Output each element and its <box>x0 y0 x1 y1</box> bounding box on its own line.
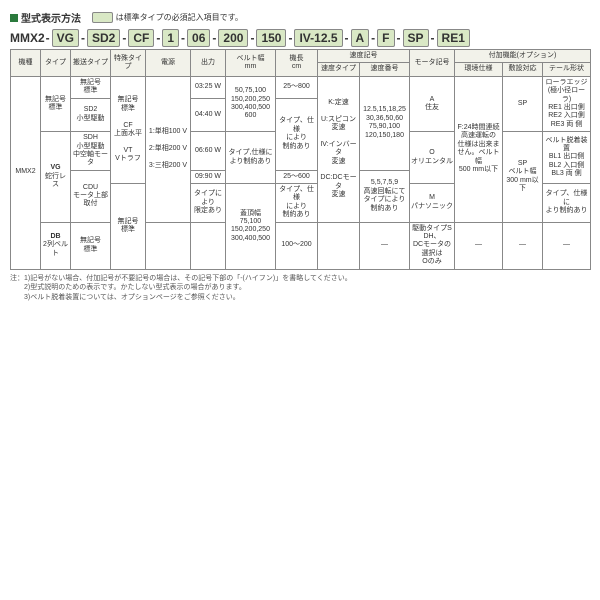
model-seg-1: VG <box>52 29 79 47</box>
model-seg-8: IV-12.5 <box>294 29 342 47</box>
model-seg-2: SD2 <box>87 29 120 47</box>
model-string: MMX2- VG- SD2- CF- 1- 06- 200- 150- IV-1… <box>10 29 590 47</box>
c-tokushu-group: 無記号標準CF上面水平VTVトラフ <box>111 76 146 183</box>
model-seg-12: RE1 <box>437 29 470 47</box>
c-haso-std: 無記号標準 <box>71 76 111 98</box>
footnote-1: 注：1)記号がない場合、付加記号が不要記号の場合は、その記号下部の「-(ハイフン… <box>10 274 590 284</box>
model-seg-11: SP <box>403 29 429 47</box>
h-sokomen: 搬送タイプ <box>71 50 111 77</box>
title-row: 型式表示方法 は標準タイプの必須記入項目です。 <box>10 10 590 25</box>
h-motor: モータ記号 <box>410 50 455 77</box>
h-shiki: 敷設対応 <box>503 63 543 76</box>
c-motor-note: 駆動タイプSDH、DCモータの選択はOのみ <box>410 222 455 269</box>
model-seg-4: 1 <box>162 29 179 47</box>
c-shiki-sp2: SPベルト幅300 mm以下 <box>503 132 543 223</box>
c-kichou-c: 25〜600 <box>276 170 318 183</box>
c-out03: 03:25 W <box>191 76 226 98</box>
header-row-1: 機種 タイプ 搬送タイプ 特殊タイプ 電源 出力 ベルト幅mm 機長cm 速度記… <box>11 50 591 63</box>
h-kichou: 機長cm <box>276 50 318 77</box>
h-sokudo-no: 速度番号 <box>360 63 410 76</box>
h-sokudo: 速度記号 <box>318 50 410 63</box>
c-kankyo-f: F:24時間連続高速運転の仕様は出来ません。ベルト幅500 mm以下 <box>455 76 503 222</box>
c-haso-sdh: SDH小型駆動中空軸モータ <box>71 132 111 171</box>
c-kichou-b: タイプ、仕様により制約あり <box>276 98 318 170</box>
model-seg-5: 06 <box>187 29 210 47</box>
c-type-db: DB2列ベルト <box>41 222 71 269</box>
model-seg-0: MMX2 <box>10 31 45 45</box>
h-type: タイプ <box>41 50 71 77</box>
c-sokT-dash <box>318 222 360 269</box>
c-haso-cdu: CDUモータ上部取付 <box>71 170 111 222</box>
c-shiki-sp: SP <box>503 76 543 131</box>
h-beltw: ベルト幅mm <box>226 50 276 77</box>
h-dengen: 電源 <box>146 50 191 77</box>
model-seg-7: 150 <box>256 29 286 47</box>
c-belt-c: 蓋頂幅75,100150,200,250300,400,500 <box>226 184 276 270</box>
c-out-note: タイプにより限定あり <box>191 184 226 223</box>
inline-note: は標準タイプの必須記入項目です。 <box>116 12 243 23</box>
c-belt-b: タイプ,仕様により制約あり <box>226 132 276 184</box>
h-tail: テール形状 <box>543 63 591 76</box>
c-sokN-up: 12.5,15,18,2530,36,50,6075,90,100120,150… <box>360 76 410 170</box>
model-seg-3: CF <box>128 29 154 47</box>
table-row: MMX2 無記号標準 無記号標準 無記号標準CF上面水平VTVトラフ 1:単相1… <box>11 76 591 98</box>
c-type-std: 無記号標準 <box>41 76 71 131</box>
h-kankyo: 環境仕様 <box>455 63 503 76</box>
c-kichou-d: タイプ、仕様により制約あり <box>276 184 318 223</box>
legend-badge <box>92 12 113 23</box>
c-type-vg: VG蛇行レス <box>41 132 71 223</box>
h-sokudo-type: 速度タイプ <box>318 63 360 76</box>
c-out-dash <box>191 222 226 269</box>
c-tail-list: ローラエッジ(極小径ローラ)RE1 出口側RE2 入口側RE3 両 側 <box>543 76 591 131</box>
h-option: 付加機能(オプション) <box>455 50 591 63</box>
c-sokT: K:定速U:スピコン変速IV:インバータ変速DC:DCモータ変速 <box>318 76 360 222</box>
c-haso-sd2: SD2小型駆動 <box>71 98 111 132</box>
c-dengen-dash <box>146 222 191 269</box>
c-out04: 04:40 W <box>191 98 226 132</box>
c-belt-a: 50,75,100150,200,250300,400,500600 <box>226 76 276 131</box>
c-tail-list2: ベルト脱着装置BL1 出口側BL2 入口側BL3 両 側 <box>543 132 591 184</box>
h-kishu: 機種 <box>11 50 41 77</box>
c-out09: 09:90 W <box>191 170 226 183</box>
footnotes: 注：1)記号がない場合、付加記号が不要記号の場合は、その記号下部の「-(ハイフン… <box>10 274 590 303</box>
c-dengen: 1:単相100 V2:単相200 V3:三相200 V <box>146 76 191 222</box>
c-sokN-dash: — <box>360 222 410 269</box>
c-motor-a: A住友 <box>410 76 455 131</box>
c-motor-o: Oオリエンタル <box>410 132 455 184</box>
c-kankyo-dash: — <box>455 222 503 269</box>
c-tail-note: タイプ、仕様により制約あり <box>543 184 591 223</box>
c-out06: 06:60 W <box>191 132 226 171</box>
footnote-2: 2)型式説明のための表示です。かたしない型式表示の場合があります。 <box>10 283 590 293</box>
footnote-3: 3)ベルト脱着装置については、オプションページをご参照ください。 <box>10 293 590 303</box>
c-haso-std2: 無記号標準 <box>71 222 111 269</box>
page-title: 型式表示方法 <box>21 10 81 25</box>
c-sokN-low: 5,5,7,5,9高速回転にてタイプにより制約あり <box>360 170 410 222</box>
model-seg-9: A <box>351 29 370 47</box>
c-kichou-e: 100〜200 <box>276 222 318 269</box>
spec-table: 機種 タイプ 搬送タイプ 特殊タイプ 電源 出力 ベルト幅mm 機長cm 速度記… <box>10 49 591 270</box>
c-tokushu-std2: 無記号標準 <box>111 184 146 270</box>
c-shiki-dash: — <box>503 222 543 269</box>
c-kichou-a: 25〜800 <box>276 76 318 98</box>
c-motor-m: Mパナソニック <box>410 184 455 223</box>
c-mmx2: MMX2 <box>11 76 41 269</box>
c-tail-dash: — <box>543 222 591 269</box>
model-seg-6: 200 <box>218 29 248 47</box>
square-icon <box>10 14 18 22</box>
h-tokushu: 特殊タイプ <box>111 50 146 77</box>
model-seg-10: F <box>377 29 394 47</box>
h-shutsuryoku: 出力 <box>191 50 226 77</box>
